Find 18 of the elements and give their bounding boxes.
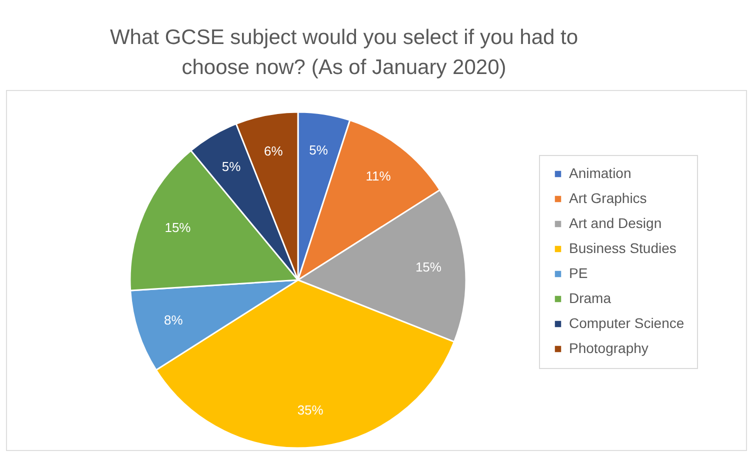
legend-label: Photography (569, 340, 648, 356)
legend-label: Computer Science (569, 315, 684, 331)
data-label: 6% (264, 143, 284, 158)
data-label: 5% (309, 142, 328, 158)
text: What GCSE subject would you select if you had to (110, 26, 578, 49)
data-label: 5% (222, 159, 242, 174)
legend-label: Art and Design (569, 215, 662, 231)
legend-label: PE (569, 265, 588, 281)
data-label: 8% (164, 312, 184, 328)
text: choose now? (As of January 2020) (182, 56, 506, 79)
data-label: 11% (366, 168, 392, 184)
data-label: 15% (164, 220, 192, 235)
data-label: 35% (297, 402, 324, 418)
data-label: 15% (415, 260, 442, 275)
legend-label: Art Graphics (569, 190, 647, 206)
legend-label: Animation (569, 165, 632, 181)
legend-label: Drama (569, 290, 612, 306)
legend-label: Business Studies (569, 240, 676, 256)
